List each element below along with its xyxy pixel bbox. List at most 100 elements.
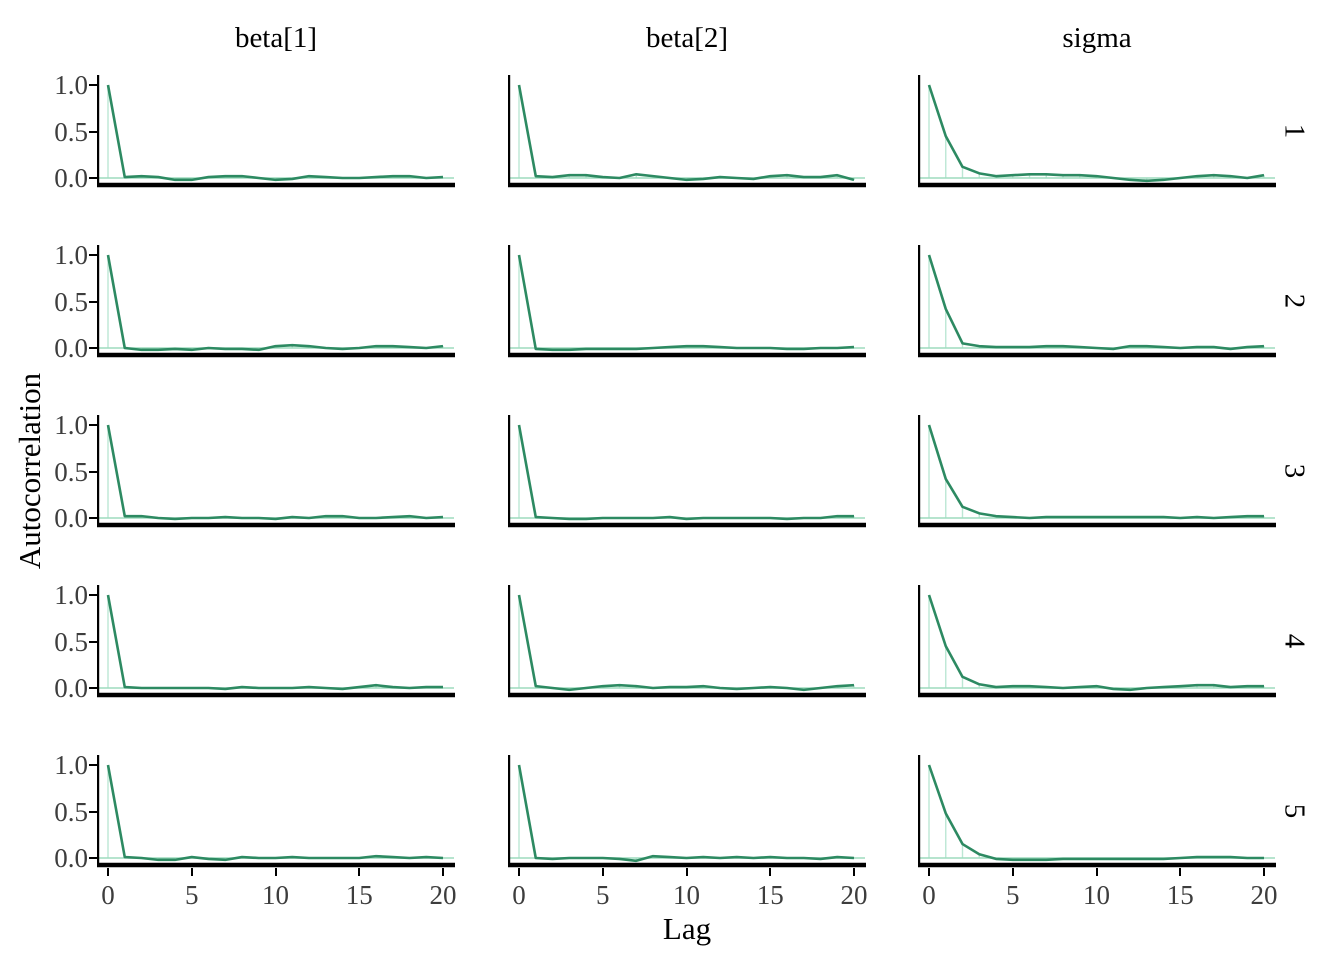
y-tick-label: 0.0: [54, 333, 88, 363]
acf-line: [106, 594, 443, 691]
x-tick-mark: [1011, 868, 1014, 876]
acf-panel-beta[1]-chain-4: [97, 585, 455, 698]
acf-line: [517, 84, 855, 182]
y-tick-mark: [89, 687, 97, 689]
y-tick-label: 1.0: [54, 70, 88, 100]
y-tick-label: 0.5: [54, 116, 88, 147]
acf-line: [106, 84, 444, 182]
y-tick-mark: [89, 177, 97, 179]
y-tick-mark: [89, 470, 97, 473]
acf-line: [927, 764, 1264, 862]
acf-line: [927, 254, 1265, 351]
acf-panel-sigma-chain-5: [918, 755, 1276, 868]
x-tick-label: 10: [262, 880, 289, 910]
x-tick-label: 5: [1006, 880, 1020, 910]
y-tick-label: 1.0: [54, 580, 88, 610]
y-tick-label: 0.0: [54, 503, 88, 533]
y-tick-label: 1.0: [54, 240, 88, 270]
y-tick-label: 0.5: [54, 286, 88, 317]
x-tick-label: 0: [101, 880, 115, 910]
x-tick-mark: [274, 868, 277, 876]
acf-panel-beta[2]-chain-4: [508, 585, 866, 698]
x-tick-mark: [1095, 868, 1098, 876]
y-tick-label: 0.0: [54, 673, 88, 703]
facet-row-label: 5: [1278, 803, 1311, 819]
facet-row-label: 1: [1278, 123, 1311, 139]
acf-panel-sigma-chain-2: [918, 245, 1276, 358]
acf-panel-beta[2]-chain-3: [508, 415, 866, 528]
acf-panel-beta[1]-chain-1: [97, 75, 455, 188]
y-tick-label: 0.0: [54, 163, 88, 193]
x-tick-label: 5: [185, 880, 199, 910]
y-tick-mark: [89, 764, 97, 766]
x-tick-mark: [107, 868, 109, 876]
y-tick-label: 0.5: [54, 626, 88, 657]
y-tick-mark: [89, 857, 97, 859]
x-tick-mark: [1263, 868, 1265, 876]
y-tick-label: 1.0: [54, 750, 88, 780]
y-tick-mark: [89, 84, 97, 86]
x-tick-mark: [190, 868, 193, 876]
acf-line: [927, 424, 1264, 520]
y-tick-mark: [89, 594, 97, 596]
y-tick-label: 1.0: [54, 410, 88, 440]
acf-panel-sigma-chain-4: [918, 585, 1276, 698]
y-tick-mark: [89, 640, 97, 643]
x-tick-mark: [358, 868, 361, 876]
x-tick-label: 10: [673, 880, 700, 910]
acf-line: [106, 254, 444, 352]
y-tick-label: 0.5: [54, 796, 88, 827]
x-axis-title: Lag: [662, 911, 712, 946]
acf-line: [517, 594, 855, 692]
facet-column-title: beta[2]: [645, 22, 729, 54]
acf-panel-beta[1]-chain-5: [97, 755, 455, 868]
acf-panel-beta[2]-chain-1: [508, 75, 866, 188]
acf-line: [517, 424, 854, 521]
acf-line: [106, 764, 444, 862]
x-tick-mark: [928, 868, 930, 876]
x-tick-mark: [601, 868, 604, 876]
facet-row-label: 2: [1278, 293, 1311, 309]
acf-panel-sigma-chain-1: [918, 75, 1276, 188]
acf-panel-beta[2]-chain-5: [508, 755, 866, 868]
acf-line: [106, 424, 444, 521]
x-tick-label: 20: [840, 880, 868, 910]
acf-line: [927, 594, 1264, 692]
facet-row-label: 3: [1278, 463, 1311, 479]
y-tick-mark: [89, 424, 97, 426]
acf-panel-beta[1]-chain-2: [97, 245, 455, 358]
x-tick-label: 15: [756, 880, 784, 910]
acf-line: [927, 84, 1265, 183]
x-tick-label: 20: [429, 880, 457, 910]
x-tick-label: 5: [596, 880, 610, 910]
y-tick-mark: [89, 517, 97, 519]
facet-column-title: sigma: [1062, 22, 1132, 54]
x-tick-label: 15: [345, 880, 373, 910]
acf-line: [517, 254, 855, 352]
facet-column-title: beta[1]: [234, 22, 318, 54]
x-tick-mark: [769, 868, 772, 876]
x-tick-label: 0: [512, 880, 526, 910]
x-tick-mark: [685, 868, 688, 876]
y-tick-mark: [89, 254, 97, 256]
x-tick-mark: [442, 868, 444, 876]
acf-panel-beta[1]-chain-3: [97, 415, 455, 528]
y-tick-mark: [89, 347, 97, 349]
y-tick-mark: [89, 300, 97, 303]
y-tick-mark: [89, 810, 97, 813]
x-tick-label: 15: [1166, 880, 1194, 910]
x-tick-label: 10: [1083, 880, 1110, 910]
x-tick-label: 20: [1250, 880, 1278, 910]
y-tick-label: 0.5: [54, 456, 88, 487]
facet-row-label: 4: [1278, 633, 1311, 649]
acf-panel-beta[2]-chain-2: [508, 245, 866, 358]
x-tick-mark: [1179, 868, 1182, 876]
x-tick-mark: [518, 868, 520, 876]
y-tick-mark: [89, 130, 97, 133]
y-tick-label: 0.0: [54, 843, 88, 873]
acf-panel-sigma-chain-3: [918, 415, 1276, 528]
x-tick-label: 0: [922, 880, 936, 910]
acf-line: [517, 764, 855, 863]
x-tick-mark: [853, 868, 855, 876]
